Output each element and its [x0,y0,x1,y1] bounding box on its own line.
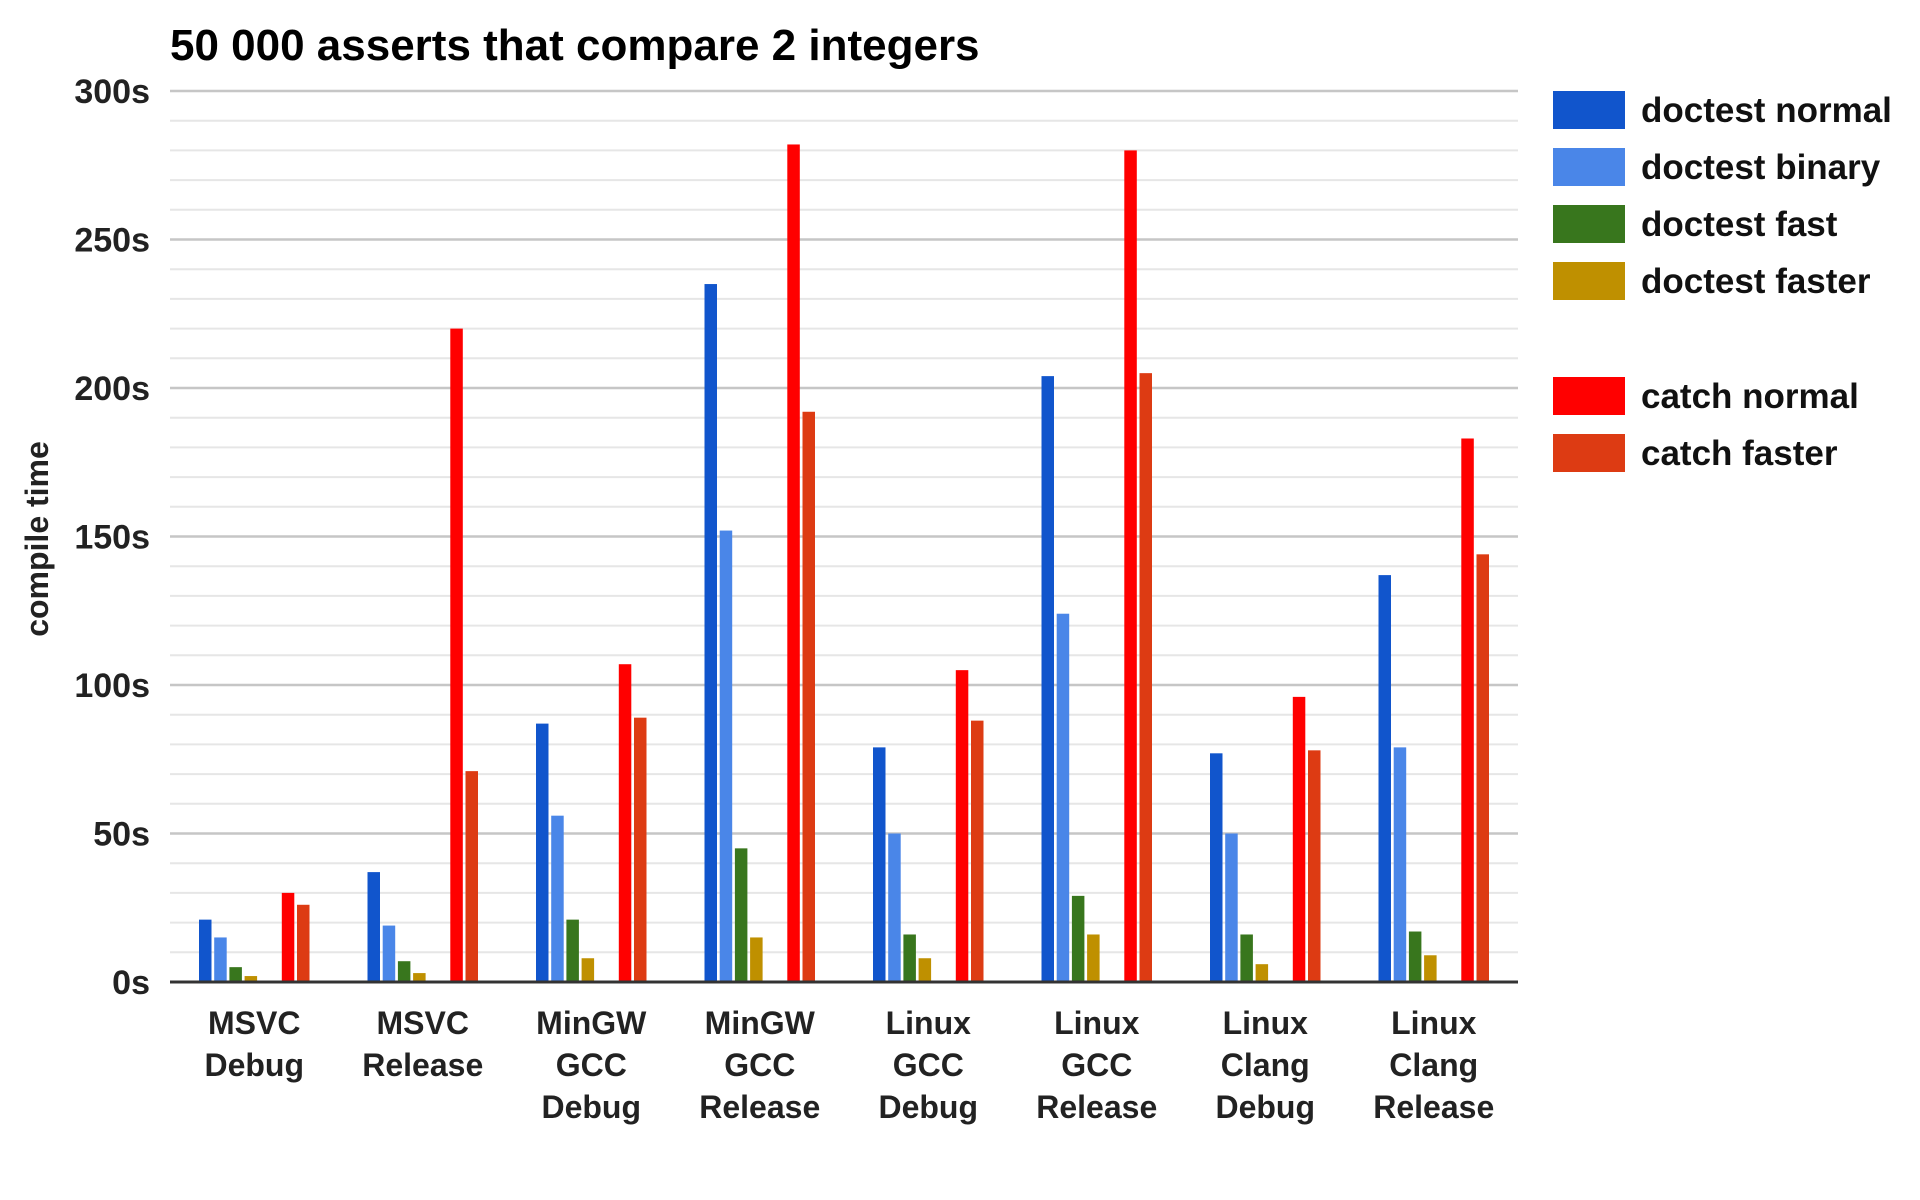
bar [1424,955,1437,982]
y-tick-label: 150s [74,519,150,557]
bar [413,973,426,982]
bar [734,848,748,982]
bar [1393,747,1407,982]
x-tick-label: MinGW GCC Debug [536,1005,647,1125]
bar [1056,613,1070,982]
legend-label: doctest fast [1641,205,1838,244]
y-tick-label: 0s [112,964,150,1002]
bar [397,961,411,982]
x-tick-label: MSVC Release [362,1005,483,1083]
legend-swatch [1553,205,1625,243]
bar [787,144,800,982]
y-tick-label: 200s [74,370,150,408]
bar [1087,934,1100,982]
bar [888,833,901,982]
bar [1292,696,1306,982]
bar [955,670,969,982]
bar [704,284,717,982]
legend-label: doctest normal [1641,91,1892,130]
y-tick-label: 100s [74,667,150,705]
legend-swatch [1553,91,1625,129]
x-tick-label: MSVC Debug [204,1005,304,1083]
x-tick-label: Linux GCC Debug [878,1005,978,1125]
axes: 0s 50s 100s 150s 200s 250s 300s MSVC Debug MSVC Re… [74,73,1518,1125]
bar [802,411,815,982]
bar [536,723,549,982]
x-tick-label: Linux GCC Release [1036,1005,1157,1125]
bar [1240,934,1253,982]
bar [367,872,380,982]
bar [1408,931,1422,982]
legend: doctest normal doctest binary doctest fast… [1553,91,1892,473]
bar [244,976,258,982]
x-tick-label: MinGW GCC Release [699,1005,820,1125]
x-tick-label: Linux Clang Release [1373,1005,1494,1125]
bar [1225,833,1238,982]
bar [1210,753,1223,982]
bar [450,328,463,983]
bar [873,747,886,982]
legend-swatch [1553,434,1625,472]
bar [618,664,632,982]
bar [465,771,478,982]
bar [214,937,227,982]
bar [634,717,647,982]
chart-title: 50 000 asserts that compare 2 integers [170,21,980,70]
y-tick-label: 300s [74,73,150,111]
legend-swatch [1553,377,1625,415]
bar [918,958,932,982]
bar [566,919,579,982]
bar [382,925,396,982]
legend-label: catch normal [1641,377,1859,416]
y-tick-label: 50s [93,816,150,854]
bar [1041,376,1054,982]
y-tick-label: 250s [74,222,150,260]
bar [1476,554,1489,982]
legend-label: doctest faster [1641,262,1871,301]
bar [1308,750,1321,982]
bar [297,904,310,982]
legend-swatch [1553,262,1625,300]
bar [903,934,916,982]
bars [199,144,1489,983]
bar [971,720,984,982]
legend-label: catch faster [1641,434,1838,473]
bar [1255,964,1269,982]
bar [1071,895,1085,982]
legend-label: doctest binary [1641,148,1881,187]
bar [1139,373,1152,982]
gridlines [170,89,1518,954]
bar [229,967,242,982]
bar [1378,575,1391,982]
y-axis-label: compile time [19,441,55,637]
bar [1461,438,1474,982]
bar [750,937,763,982]
bar [1124,150,1137,982]
x-tick-label: Linux Clang Debug [1215,1005,1315,1125]
bar [281,892,295,982]
bar [551,815,564,982]
legend-swatch [1553,148,1625,186]
bar [581,958,595,982]
bar [199,919,212,982]
bar [719,530,733,982]
